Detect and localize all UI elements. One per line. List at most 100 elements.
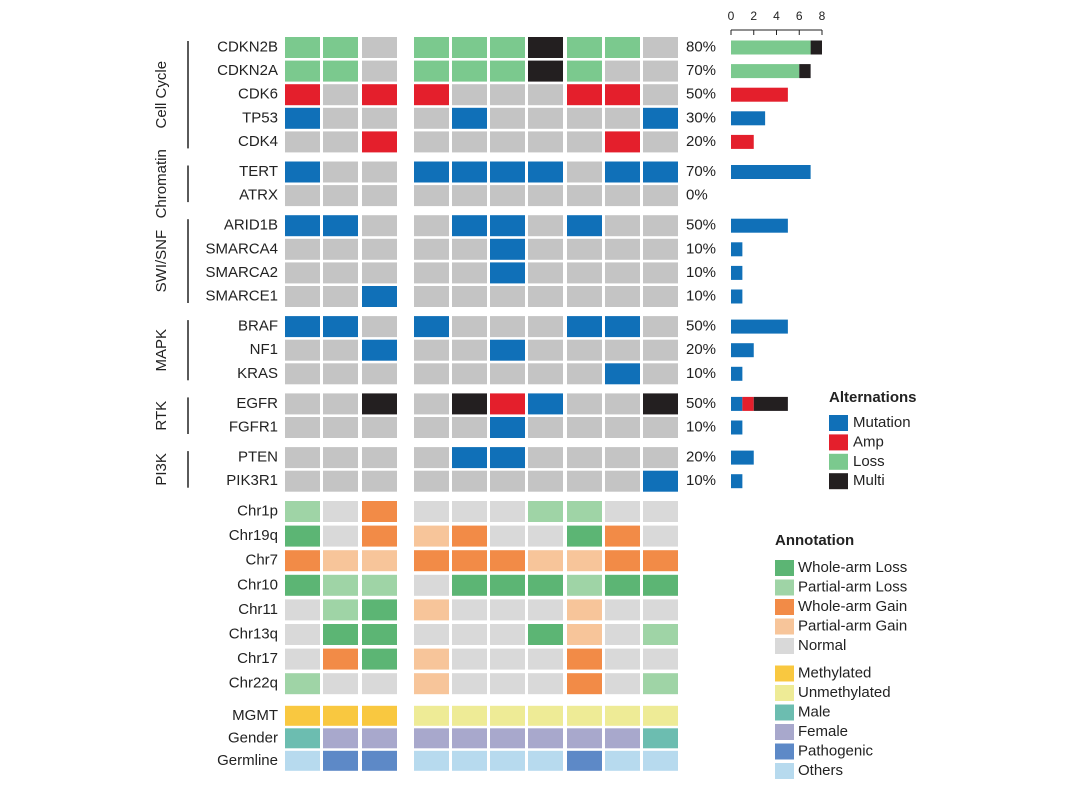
annotation-cell: [323, 728, 358, 749]
cell: [362, 161, 397, 183]
annotation-cell: [362, 705, 397, 726]
percent-label: 80%: [686, 38, 716, 55]
legend-label: Partial-arm Gain: [798, 617, 907, 634]
legend-label: Whole-arm Gain: [798, 598, 907, 615]
annotation-cell: [323, 599, 358, 621]
annotation-cell: [605, 750, 640, 771]
cell: [452, 84, 487, 106]
cell: [323, 447, 358, 469]
cell: [452, 107, 487, 129]
annotation-cell: [567, 705, 602, 726]
annotation-cell: [362, 624, 397, 645]
annotation-cell: [528, 525, 563, 547]
annotation-cell: [362, 501, 397, 522]
cell: [643, 417, 678, 438]
cell: [567, 131, 602, 153]
gene-label: CDKN2B: [217, 38, 278, 55]
cell: [643, 262, 678, 284]
x-tick-label: 6: [796, 9, 803, 23]
cell: [605, 60, 640, 82]
annotation-label: Chr7: [245, 552, 278, 569]
percent-label: 10%: [686, 472, 716, 489]
annotation-label: Chr13q: [229, 625, 278, 642]
annotation-cell: [452, 525, 487, 547]
bar: [731, 40, 811, 55]
bar: [731, 87, 788, 102]
cell: [323, 393, 358, 415]
annotation-cell: [643, 673, 678, 695]
annotation-cell: [362, 673, 397, 695]
annotation-cell: [490, 574, 525, 596]
percent-label: 50%: [686, 318, 716, 335]
bar: [731, 218, 788, 233]
cell: [567, 339, 602, 361]
cell: [285, 417, 320, 438]
annotation-cell: [285, 501, 320, 522]
cell: [414, 215, 449, 237]
annotation-label: Germline: [217, 752, 278, 769]
cell: [528, 339, 563, 361]
annotation-cell: [567, 750, 602, 771]
legend-swatch: [775, 599, 794, 615]
cell: [567, 363, 602, 385]
cell: [643, 107, 678, 129]
legend-label: Amp: [853, 433, 884, 450]
cell: [605, 37, 640, 58]
cell: [452, 185, 487, 207]
percent-label: 10%: [686, 365, 716, 382]
annotation-cell: [567, 624, 602, 645]
cell: [285, 161, 320, 183]
cell: [362, 447, 397, 469]
cell: [323, 37, 358, 58]
cell: [414, 316, 449, 338]
annotation-cell: [414, 673, 449, 695]
annotation-cell: [452, 648, 487, 670]
annotation-label: Chr1p: [237, 502, 278, 519]
annotation-cell: [490, 648, 525, 670]
annotation-cell: [567, 525, 602, 547]
bar: [731, 242, 743, 257]
gene-label: TERT: [239, 163, 278, 180]
annotation-cell: [643, 648, 678, 670]
bar: [731, 319, 788, 334]
annotation-cell: [528, 673, 563, 695]
bar: [731, 165, 811, 179]
cell: [528, 107, 563, 129]
cell: [414, 417, 449, 438]
cell: [414, 185, 449, 207]
cell: [605, 131, 640, 153]
cell: [414, 393, 449, 415]
annotation-cell: [528, 728, 563, 749]
cell: [528, 131, 563, 153]
annotation-cell: [452, 550, 487, 572]
annotation-cell: [490, 624, 525, 645]
bar: [731, 420, 743, 435]
cell: [414, 131, 449, 153]
percent-label: 50%: [686, 217, 716, 234]
cell: [414, 447, 449, 469]
cell: [643, 286, 678, 307]
annotation-cell: [490, 550, 525, 572]
bar: [731, 450, 754, 465]
cell: [490, 131, 525, 153]
cell: [528, 447, 563, 469]
annotation-cell: [414, 599, 449, 621]
cell: [490, 60, 525, 82]
annotation-cell: [323, 750, 358, 771]
annotation-cell: [323, 705, 358, 726]
cell: [362, 107, 397, 129]
cell: [285, 286, 320, 307]
cell: [567, 185, 602, 207]
cell: [528, 470, 563, 492]
cell: [323, 215, 358, 237]
annotation-cell: [452, 624, 487, 645]
cell: [323, 60, 358, 82]
cell: [452, 339, 487, 361]
annotation-cell: [528, 550, 563, 572]
annotation-cell: [643, 550, 678, 572]
annotation-cell: [490, 728, 525, 749]
cell: [605, 417, 640, 438]
cell: [323, 262, 358, 284]
cell: [528, 161, 563, 183]
